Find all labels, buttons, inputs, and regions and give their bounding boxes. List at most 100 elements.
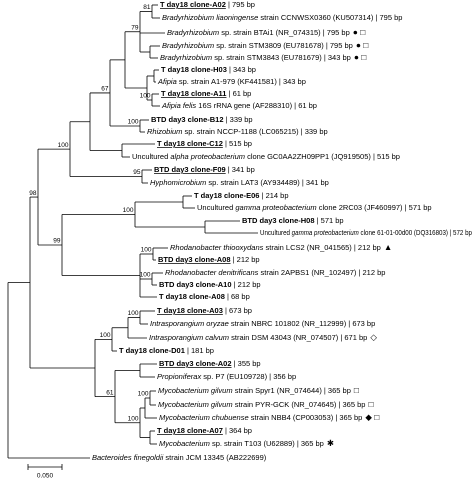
leaf-label-part: Rhodanobacter denitrificans — [165, 268, 259, 277]
leaf-label-part: Uncultured — [260, 228, 292, 237]
leaf-label: T day18 clone-D01 | 181 bp — [119, 346, 214, 355]
bootstrap-value: 100 — [58, 142, 69, 149]
leaf-label-part: Afipia felis — [161, 101, 196, 110]
bootstrap-value: 81 — [143, 4, 151, 11]
bootstrap-value: 98 — [29, 190, 37, 197]
bootstrap-value: 100 — [123, 207, 134, 214]
bootstrap-value: 67 — [101, 86, 109, 93]
leaf-label-part: Uncultured — [197, 203, 235, 212]
leaf-label: T day18 clone-A07 | 364 bp — [157, 426, 252, 435]
bootstrap-value: 61 — [106, 389, 114, 396]
leaf-label: Uncultured gamma proteobacterium clone 2… — [197, 203, 432, 212]
leaf-label: Mycobacterium gilvum strain Spyr1 (NR_07… — [158, 385, 359, 395]
leaf-label: T day18 clone-H03 | 343 bp — [161, 65, 256, 74]
leaf-label: BTD day3 clone-A08 | 212 bp — [158, 255, 260, 264]
leaf-label-part: Mycobacterium gilvum — [158, 386, 233, 395]
bootstrap-value: 100 — [140, 272, 151, 279]
leaf-symbols: □ — [354, 385, 359, 395]
leaf-label-part: | 68 bp — [225, 292, 250, 301]
leaf-label-part: BTD day3 clone-A02 — [159, 359, 232, 368]
leaf-label-part: T day18 clone-A07 — [157, 426, 223, 435]
leaf-label: Bacteroides finegoldii strain JCM 13345 … — [92, 453, 267, 462]
leaf-label: Intrasporangium oryzae strain NBRC 10180… — [150, 319, 375, 328]
leaf-label: Mycobacterium sp. strain T103 (U62889) |… — [159, 438, 334, 448]
leaf-label-part: T day18 clone-A11 — [161, 89, 226, 98]
leaf-symbols: ◆ □ — [365, 412, 379, 422]
scale-bar-label: 0.050 — [37, 473, 54, 480]
leaf-label: Rhodanobacter denitrificans strain 2APBS… — [165, 268, 385, 277]
leaf-label-part: strain 2APBS1 (NR_102497) | 212 bp — [258, 268, 385, 277]
leaf-label-part: Rhizobium — [147, 127, 182, 136]
leaf-label: T day18 clone-A03 | 673 bp — [157, 306, 252, 315]
leaf-label-part: BTD day3 clone-A08 — [158, 255, 231, 264]
leaf-label-part: 16S rRNA gene (AF288310) | 61 bp — [196, 101, 317, 110]
leaf-label-part: BTD day3 clone-F09 — [154, 165, 226, 174]
leaf-label: Hyphomicrobium sp. strain LAT3 (AY934489… — [150, 178, 329, 187]
leaf-label: Uncultured gamma proteobacterium clone 6… — [260, 228, 472, 237]
leaf-label: Propioniferax sp. P7 (EU109728) | 356 bp — [157, 372, 296, 381]
leaf-symbols: □ — [368, 399, 373, 409]
leaf-label: T day18 clone-A11 | 61 bp — [161, 89, 251, 98]
leaf-label-part: | 515 bp — [223, 139, 252, 148]
leaf-label-part: strain NBRC 101802 (NR_112999) | 673 bp — [229, 319, 375, 328]
leaf-label-part: Mycobacterium — [159, 439, 210, 448]
leaf-label-part: Intrasporangium calvum — [149, 333, 229, 342]
leaf-label: Bradyrhizobium sp. strain STM3809 (EU781… — [162, 40, 368, 50]
leaf-label-part: Bradyrhizobium — [167, 28, 219, 37]
leaf-label-part: Mycobacterium chubuense — [159, 413, 249, 422]
bootstrap-value: 100 — [140, 93, 151, 100]
leaf-label: Bradyrhizobium sp. strain STM3843 (EU781… — [160, 52, 366, 62]
leaf-label-part: T day18 clone-D01 — [119, 346, 185, 355]
leaf-label-part: | 673 bp — [223, 306, 252, 315]
leaf-label: T day18 clone-A02 | 795 bp — [160, 0, 255, 9]
leaf-label: BTD day3 clone-H08 | 571 bp — [242, 216, 344, 225]
leaf-label-part: Propioniferax — [157, 372, 201, 381]
bootstrap-value: 100 — [100, 332, 111, 339]
leaf-label-part: | 212 bp — [232, 280, 261, 289]
leaf-label: BTD day3 clone-B12 | 339 bp — [151, 115, 253, 124]
tree-branches — [7, 4, 258, 459]
leaf-label-part: | 61 bp — [226, 89, 251, 98]
leaf-label-part: | 181 bp — [185, 346, 214, 355]
leaf-label-part: alpha proteobacterium — [170, 152, 245, 161]
leaf-label-part: sp. strain BTAi1 (NR_074315) | 795 bp — [219, 28, 350, 37]
leaf-symbols: ● □ — [354, 52, 367, 62]
leaf-symbols: ● □ — [356, 40, 369, 50]
leaf-label: Rhizobium sp. strain NCCP-1188 (LC065215… — [147, 127, 328, 136]
leaf-label-part: strain NBB4 (CP003053) | 365 bp — [249, 413, 363, 422]
leaf-label-part: | 355 bp — [232, 359, 261, 368]
leaf-label-part: T day18 clone-H03 — [161, 65, 227, 74]
leaf-label: Intrasporangium calvum strain DSM 43043 … — [149, 332, 377, 342]
leaf-label-part: sp. strain A1-979 (KF441581) | 343 bp — [177, 77, 306, 86]
leaf-label-part: Bradyrhizobium liaoningense — [162, 13, 258, 22]
leaf-label-part: BTD day3 clone-B12 — [151, 115, 224, 124]
leaf-label: BTD day3 clone-F09 | 341 bp — [154, 165, 255, 174]
leaf-label-part: strain CCNWSX0360 (KU507314) | 795 bp — [258, 13, 402, 22]
leaf-label-part: sp. strain STM3809 (EU781678) | 795 bp — [214, 41, 353, 50]
leaf-label: Bradyrhizobium sp. strain BTAi1 (NR_0743… — [167, 27, 365, 37]
leaf-label-part: T day18 clone-A02 — [160, 0, 226, 9]
leaf-symbols: ● □ — [353, 27, 366, 37]
leaf-label-part: Intrasporangium oryzae — [150, 319, 229, 328]
leaf-label-part: gamma proteobacterium — [292, 228, 359, 237]
bootstrap-value: 95 — [133, 169, 141, 176]
leaf-label-part: | 214 bp — [259, 191, 288, 200]
leaf-label-part: Bacteroides finegoldii — [92, 453, 164, 462]
bootstrap-value: 100 — [128, 310, 139, 317]
leaf-label-part: sp. strain STM3843 (EU781679) | 343 bp — [212, 53, 351, 62]
leaf-label: Mycobacterium gilvum strain PYR-GCK (NR_… — [158, 399, 374, 409]
leaf-label-part: strain DSM 43043 (NR_074507) | 671 bp — [229, 333, 367, 342]
bootstrap-value: 100 — [128, 415, 139, 422]
leaf-label: Mycobacterium chubuense strain NBB4 (CP0… — [159, 412, 379, 422]
leaf-symbols: ▲ — [384, 242, 392, 252]
leaf-label: Afipia felis 16S rRNA gene (AF288310) | … — [161, 101, 317, 110]
leaf-label: T day18 clone-C12 | 515 bp — [157, 139, 252, 148]
leaf-label-part: Uncultured — [132, 152, 170, 161]
leaf-label-part: Hyphomicrobium — [150, 178, 206, 187]
leaf-label-part: Rhodanobacter thiooxydans — [170, 243, 264, 252]
leaf-label: BTD day3 clone-A10 | 212 bp — [159, 280, 261, 289]
bootstrap-value: 100 — [128, 119, 139, 126]
leaf-label: Bradyrhizobium liaoningense strain CCNWS… — [162, 13, 402, 22]
bootstrap-value: 99 — [53, 238, 61, 245]
